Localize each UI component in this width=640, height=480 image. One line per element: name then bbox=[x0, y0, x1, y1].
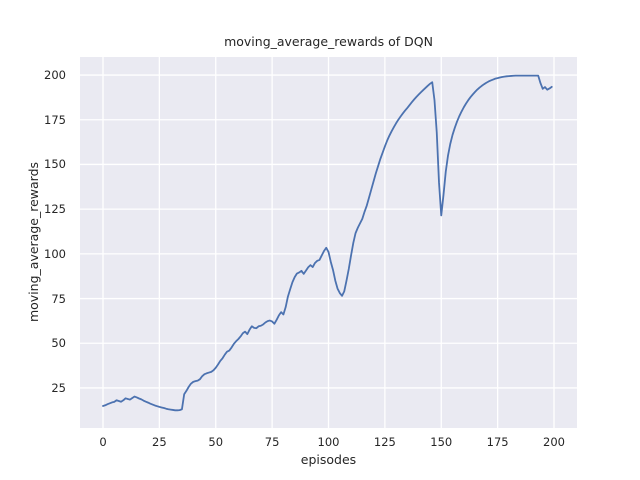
y-tick-label: 25 bbox=[51, 380, 66, 395]
series-line-dqn bbox=[102, 74, 553, 412]
y-tick-label: 200 bbox=[44, 68, 66, 83]
y-axis-label: moving_average_rewards bbox=[26, 161, 41, 323]
y-tick-label: 100 bbox=[44, 246, 66, 261]
y-tick-label: 75 bbox=[51, 291, 66, 306]
chart-title: moving_average_rewards of DQN bbox=[224, 34, 433, 49]
y-tick-label: 150 bbox=[44, 157, 66, 172]
x-tick-label: 0 bbox=[99, 435, 107, 449]
x-tick-label: 75 bbox=[264, 435, 280, 449]
x-tick-label: 175 bbox=[486, 435, 509, 449]
x-tick-label: 150 bbox=[430, 435, 453, 449]
y-tick-label: 125 bbox=[44, 202, 66, 217]
y-tick-label: 175 bbox=[44, 112, 66, 127]
x-axis-label: episodes bbox=[300, 452, 357, 467]
y-tick-label: 50 bbox=[51, 336, 66, 351]
x-tick-label: 50 bbox=[208, 435, 224, 449]
x-tick-label: 200 bbox=[543, 435, 565, 449]
x-tick-label: 25 bbox=[152, 435, 167, 449]
x-tick-label: 100 bbox=[317, 435, 340, 449]
x-tick-label: 125 bbox=[373, 435, 396, 449]
